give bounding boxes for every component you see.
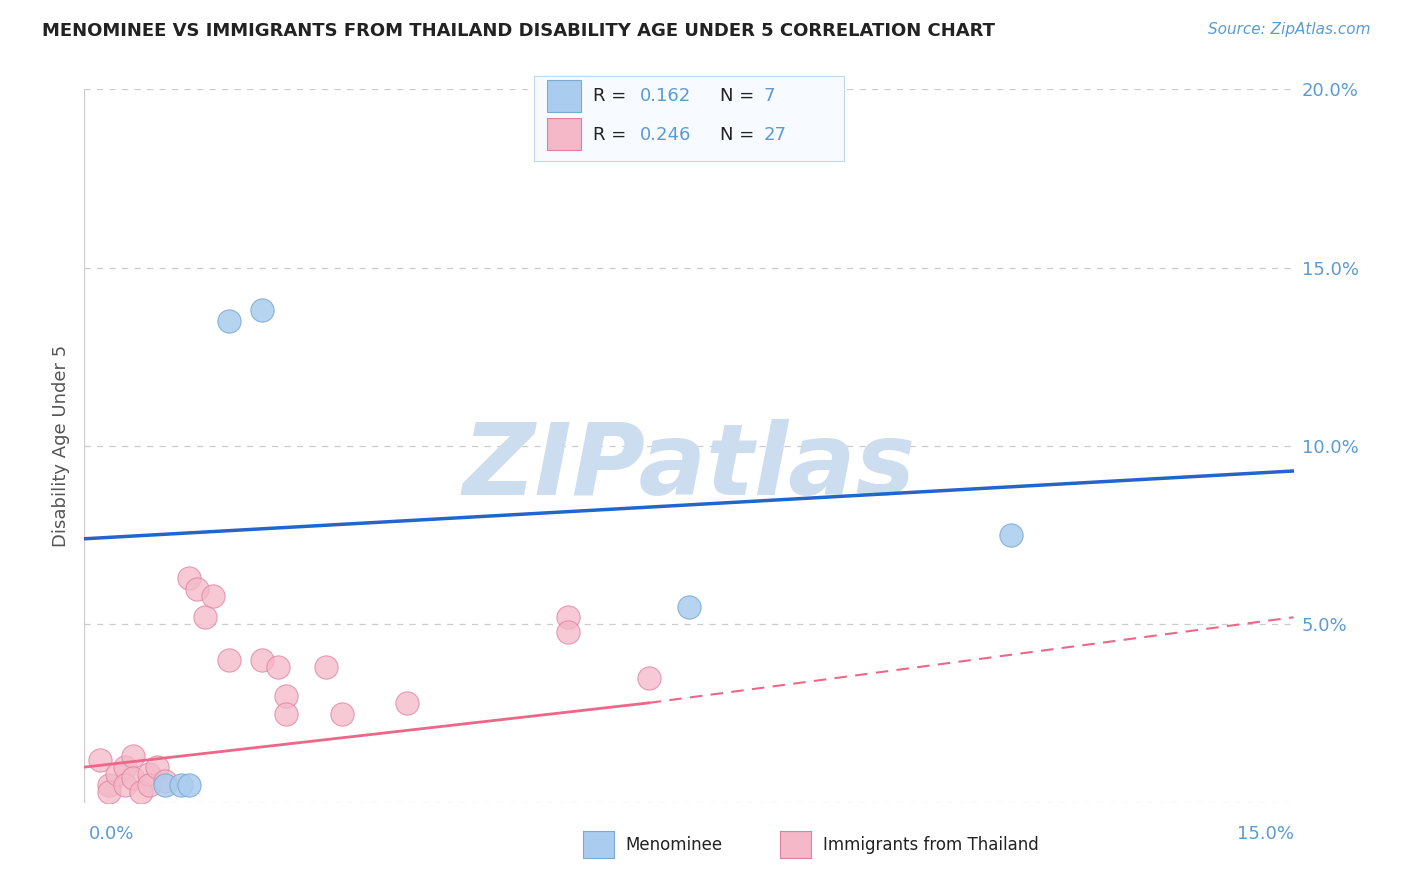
Y-axis label: Disability Age Under 5: Disability Age Under 5 <box>52 345 70 547</box>
Point <box>637 671 659 685</box>
Point <box>274 689 297 703</box>
Point <box>330 706 353 721</box>
Point <box>1000 528 1022 542</box>
Point <box>170 778 193 792</box>
Point <box>97 785 120 799</box>
Text: N =: N = <box>720 126 759 145</box>
Point <box>179 571 201 585</box>
Point <box>97 778 120 792</box>
Text: N =: N = <box>720 87 759 105</box>
Point <box>121 771 143 785</box>
Text: 27: 27 <box>763 126 786 145</box>
Point <box>218 314 240 328</box>
Point <box>179 778 201 792</box>
Point <box>114 778 136 792</box>
Point <box>274 706 297 721</box>
Point <box>186 582 208 596</box>
Text: 0.0%: 0.0% <box>89 825 134 843</box>
Point <box>138 767 160 781</box>
Bar <box>547 119 581 151</box>
Text: ZIPatlas: ZIPatlas <box>463 419 915 516</box>
Point <box>267 660 290 674</box>
Point <box>202 589 225 603</box>
Text: Menominee: Menominee <box>626 836 723 854</box>
Point <box>250 303 273 318</box>
Point <box>250 653 273 667</box>
Text: MENOMINEE VS IMMIGRANTS FROM THAILAND DISABILITY AGE UNDER 5 CORRELATION CHART: MENOMINEE VS IMMIGRANTS FROM THAILAND DI… <box>42 22 995 40</box>
Text: 0.246: 0.246 <box>640 126 690 145</box>
Text: 7: 7 <box>763 87 775 105</box>
Point <box>105 767 128 781</box>
Point <box>315 660 337 674</box>
Text: R =: R = <box>593 87 633 105</box>
Bar <box>547 80 581 112</box>
Text: 15.0%: 15.0% <box>1236 825 1294 843</box>
Point <box>194 610 217 624</box>
Point <box>678 599 700 614</box>
Text: Immigrants from Thailand: Immigrants from Thailand <box>823 836 1038 854</box>
Point <box>557 624 579 639</box>
Text: R =: R = <box>593 126 633 145</box>
Point <box>153 778 176 792</box>
Point <box>138 778 160 792</box>
Point <box>395 696 418 710</box>
Text: Source: ZipAtlas.com: Source: ZipAtlas.com <box>1208 22 1371 37</box>
Text: 0.162: 0.162 <box>640 87 690 105</box>
Point <box>146 760 169 774</box>
Point <box>129 785 152 799</box>
Point <box>89 753 111 767</box>
Point <box>114 760 136 774</box>
Point <box>218 653 240 667</box>
Point <box>121 749 143 764</box>
Point <box>153 774 176 789</box>
Point <box>557 610 579 624</box>
